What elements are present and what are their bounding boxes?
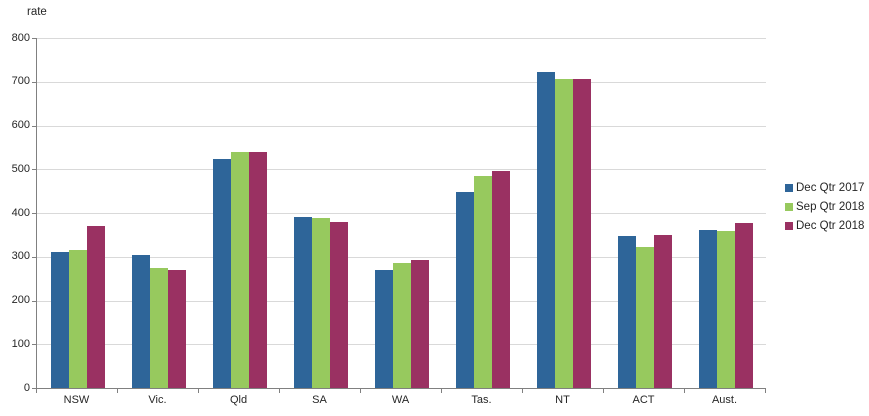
y-tick-mark xyxy=(32,300,36,302)
legend-swatch xyxy=(785,203,793,211)
gridline xyxy=(37,125,766,127)
y-tick-label: 200 xyxy=(11,294,30,306)
x-tick-mark xyxy=(198,389,199,393)
bar-dec-qtr-2018 xyxy=(167,269,186,388)
y-tick-mark xyxy=(32,344,36,346)
bar-dec-qtr-2017 xyxy=(131,255,150,388)
bar-dec-qtr-2017 xyxy=(455,192,474,388)
x-tick-label: Aust. xyxy=(711,394,738,406)
y-tick-label: 400 xyxy=(11,206,30,219)
legend-label: Sep Qtr 2018 xyxy=(796,201,865,213)
y-tick-label: 100 xyxy=(11,337,30,350)
y-axis-title: rate xyxy=(27,6,47,18)
bar-sep-qtr-2018 xyxy=(68,249,87,388)
bar-group xyxy=(361,38,442,388)
y-tick-label: 700 xyxy=(11,75,30,88)
x-tick-label: SA xyxy=(312,394,327,406)
bar-group xyxy=(442,38,523,388)
bar-dec-qtr-2017 xyxy=(617,236,636,388)
x-tick-mark xyxy=(684,389,685,393)
x-tick-label: Tas. xyxy=(471,394,492,406)
x-tick-label: Vic. xyxy=(148,394,167,406)
y-tick-mark xyxy=(32,125,36,127)
legend-item: Sep Qtr 2018 xyxy=(785,201,864,213)
x-tick-mark xyxy=(522,389,523,393)
legend-swatch xyxy=(785,222,793,230)
bar-dec-qtr-2018 xyxy=(491,171,510,388)
bar-group xyxy=(604,38,685,388)
x-tick-mark xyxy=(117,389,118,393)
x-tick-mark xyxy=(603,389,604,393)
bar-dec-qtr-2017 xyxy=(293,216,312,388)
x-tick-mark xyxy=(765,389,766,393)
x-tick-mark xyxy=(360,389,361,393)
y-tick-mark xyxy=(32,169,36,171)
bar-sep-qtr-2018 xyxy=(716,231,735,388)
bar-sep-qtr-2018 xyxy=(554,78,573,388)
y-tick-mark xyxy=(32,38,36,39)
bar-group xyxy=(685,38,766,388)
bar-dec-qtr-2017 xyxy=(212,159,231,388)
legend-label: Dec Qtr 2018 xyxy=(796,220,865,232)
y-tick-mark xyxy=(32,388,36,389)
bar-group xyxy=(523,38,604,388)
bar-dec-qtr-2018 xyxy=(86,225,105,388)
bar-dec-qtr-2017 xyxy=(536,72,555,388)
bar-dec-qtr-2017 xyxy=(698,229,717,388)
y-tick-mark xyxy=(32,256,36,258)
bar-sep-qtr-2018 xyxy=(392,263,411,388)
y-tick-mark xyxy=(32,213,36,214)
x-tick-label: ACT xyxy=(632,394,655,406)
y-tick-label: 800 xyxy=(11,31,30,44)
bar-sep-qtr-2018 xyxy=(149,267,168,388)
y-tick-label: 500 xyxy=(11,162,30,175)
legend-item: Dec Qtr 2018 xyxy=(785,220,864,232)
bar-sep-qtr-2018 xyxy=(311,218,330,388)
y-tick-label: 0 xyxy=(23,381,30,394)
bar-dec-qtr-2018 xyxy=(410,259,429,388)
legend-swatch xyxy=(785,184,793,192)
bar-sep-qtr-2018 xyxy=(635,247,654,388)
bar-dec-qtr-2018 xyxy=(653,234,672,388)
plot-area xyxy=(36,38,766,389)
gridline xyxy=(37,256,766,258)
gridline xyxy=(37,81,766,83)
bar-dec-qtr-2017 xyxy=(374,269,393,388)
x-tick-mark xyxy=(36,389,37,393)
gridline xyxy=(37,213,766,214)
gridline xyxy=(37,38,766,39)
bar-group xyxy=(118,38,199,388)
legend-label: Dec Qtr 2017 xyxy=(796,182,865,194)
legend: Dec Qtr 2017 Sep Qtr 2018 Dec Qtr 2018 xyxy=(785,182,864,239)
x-tick-label: WA xyxy=(391,394,410,406)
bar-dec-qtr-2018 xyxy=(329,221,348,388)
x-tick-label: Qld xyxy=(229,394,248,406)
x-tick-label: NSW xyxy=(63,394,90,406)
y-tick-label: 600 xyxy=(11,119,30,131)
x-tick-mark xyxy=(279,389,280,393)
bar-dec-qtr-2018 xyxy=(572,78,591,388)
y-tick-label: 300 xyxy=(11,250,30,263)
x-tick-label: NT xyxy=(555,394,570,406)
bar-dec-qtr-2018 xyxy=(248,152,267,388)
bar-group xyxy=(199,38,280,388)
bar-group xyxy=(280,38,361,388)
x-tick-mark xyxy=(441,389,442,393)
bar-group xyxy=(37,38,118,388)
gridline xyxy=(37,169,766,171)
y-tick-mark xyxy=(32,81,36,83)
bar-sep-qtr-2018 xyxy=(230,152,249,388)
bar-dec-qtr-2017 xyxy=(50,251,69,388)
bar-dec-qtr-2018 xyxy=(734,223,753,388)
bar-sep-qtr-2018 xyxy=(473,176,492,388)
legend-item: Dec Qtr 2017 xyxy=(785,182,864,194)
